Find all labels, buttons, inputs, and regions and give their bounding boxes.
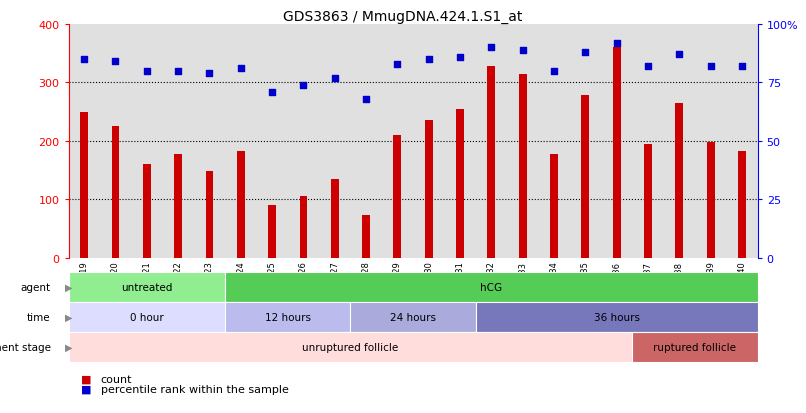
Bar: [143, 165, 151, 258]
Text: untreated: untreated: [121, 282, 172, 292]
Point: [422, 57, 435, 63]
Point: [140, 68, 153, 75]
Bar: [362, 216, 370, 258]
Bar: [738, 152, 746, 258]
Point: [547, 68, 560, 75]
Bar: [550, 154, 558, 258]
Bar: [174, 154, 182, 258]
Text: unruptured follicle: unruptured follicle: [302, 342, 398, 352]
Bar: [519, 74, 526, 258]
Point: [109, 59, 122, 65]
Bar: [675, 104, 683, 258]
Bar: [206, 172, 214, 258]
Text: hCG: hCG: [480, 282, 502, 292]
Text: agent: agent: [21, 282, 51, 292]
Bar: [237, 152, 245, 258]
Bar: [393, 135, 401, 258]
Point: [203, 71, 216, 77]
Point: [454, 54, 467, 61]
Text: development stage: development stage: [0, 342, 51, 352]
Text: ruptured follicle: ruptured follicle: [654, 342, 737, 352]
Bar: [488, 67, 496, 258]
Text: ▶: ▶: [64, 342, 72, 352]
Text: ▶: ▶: [64, 282, 72, 292]
Point: [266, 89, 279, 96]
Text: time: time: [27, 312, 51, 322]
Point: [673, 52, 686, 58]
Point: [610, 40, 623, 47]
Point: [485, 45, 498, 52]
Point: [297, 82, 310, 89]
Bar: [707, 142, 715, 258]
Point: [579, 50, 592, 56]
Point: [235, 66, 247, 72]
Text: percentile rank within the sample: percentile rank within the sample: [101, 384, 289, 394]
Text: 36 hours: 36 hours: [594, 312, 640, 322]
Text: ■: ■: [81, 384, 91, 394]
Text: 24 hours: 24 hours: [390, 312, 436, 322]
Text: count: count: [101, 374, 132, 384]
Bar: [581, 96, 589, 258]
Bar: [81, 112, 88, 258]
Text: 0 hour: 0 hour: [130, 312, 164, 322]
Point: [642, 64, 654, 70]
Point: [328, 75, 341, 82]
Text: 12 hours: 12 hours: [265, 312, 311, 322]
Text: GDS3863 / MmugDNA.424.1.S1_at: GDS3863 / MmugDNA.424.1.S1_at: [284, 10, 522, 24]
Point: [77, 57, 90, 63]
Point: [172, 68, 185, 75]
Point: [517, 47, 530, 54]
Bar: [330, 179, 339, 258]
Bar: [613, 48, 621, 258]
Bar: [425, 121, 433, 258]
Bar: [268, 206, 276, 258]
Point: [391, 61, 404, 68]
Text: ▶: ▶: [64, 312, 72, 322]
Point: [704, 64, 717, 70]
Bar: [456, 109, 464, 258]
Text: ■: ■: [81, 374, 91, 384]
Point: [359, 96, 372, 103]
Bar: [300, 197, 307, 258]
Point: [736, 64, 749, 70]
Bar: [644, 145, 652, 258]
Bar: [111, 127, 119, 258]
